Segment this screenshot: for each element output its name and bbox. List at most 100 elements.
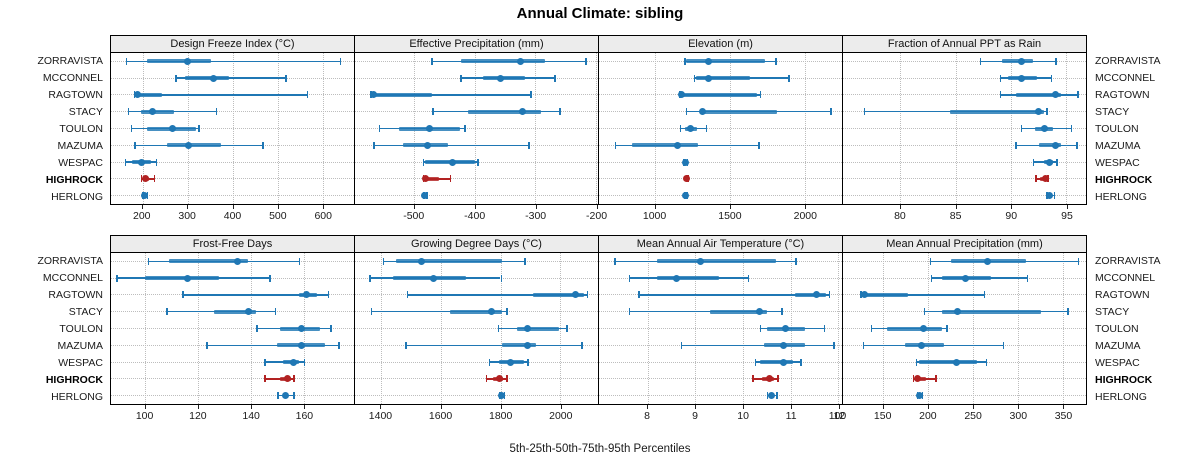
tick-label: 400 — [223, 210, 242, 222]
median-dot — [421, 175, 429, 183]
median-dot — [681, 192, 689, 200]
median-dot — [687, 125, 695, 132]
median-dot — [209, 74, 217, 82]
gridline-h — [843, 328, 1086, 329]
whisker-cap — [477, 158, 479, 166]
tick-label: 200 — [132, 210, 151, 222]
gridline-h — [111, 378, 354, 380]
gridline-v — [232, 53, 234, 204]
gridline-h — [843, 378, 1086, 380]
iqr-band — [919, 360, 978, 365]
whisker-cap — [524, 257, 526, 265]
median-dot — [813, 291, 821, 299]
whisker-cap — [330, 325, 332, 332]
x-axis: 1000 1500 2000 — [598, 205, 843, 229]
tick-mark — [1011, 205, 1013, 209]
whisker-cap — [758, 141, 760, 149]
tick-mark — [1066, 205, 1068, 209]
median-dot — [234, 257, 242, 265]
whisker-cap — [306, 91, 309, 99]
whisker-cap — [776, 392, 778, 400]
whisker-cap — [766, 392, 769, 400]
whisker-cap — [339, 57, 342, 65]
iqr-band — [501, 343, 537, 348]
whisker-line — [370, 94, 531, 96]
tick-label: 200 — [919, 410, 937, 422]
row-label: MCCONNEL — [42, 72, 103, 84]
median-dot — [861, 291, 869, 299]
plot-area — [598, 53, 843, 205]
row-label: MCCONNEL — [1095, 72, 1156, 84]
median-dot — [134, 91, 142, 99]
gridline-h — [843, 94, 1086, 96]
median-dot — [698, 108, 706, 116]
tick-mark — [955, 205, 957, 209]
whisker-cap — [554, 74, 556, 82]
whisker-cap — [828, 291, 831, 299]
whisker-cap — [298, 257, 301, 265]
plot-area — [598, 253, 843, 405]
tick-label: 2000 — [549, 410, 573, 422]
whisker-cap — [464, 125, 466, 132]
gridline-v — [198, 253, 200, 404]
row-label: RAGTOWN — [1095, 89, 1150, 101]
whisker-line — [373, 144, 529, 147]
whisker-cap — [293, 375, 295, 383]
gridline-h — [843, 161, 1086, 163]
whisker-cap — [860, 291, 862, 299]
whisker-cap — [432, 108, 434, 116]
gridline-h — [355, 395, 598, 397]
iqr-band — [1016, 92, 1061, 97]
tick-label: -400 — [464, 210, 486, 222]
median-dot — [1046, 192, 1054, 200]
whisker-cap — [684, 57, 686, 65]
x-axis: 200 300 400 500 600 — [110, 205, 355, 229]
panel-design-freeze-index: Design Freeze Index (°C) 200 300 400 500 600 — [110, 35, 355, 229]
median-dot — [449, 158, 457, 166]
median-dot — [497, 392, 505, 400]
whisker-cap — [206, 341, 208, 349]
gridline-v — [535, 53, 537, 204]
row-label: WESPAC — [1095, 357, 1140, 369]
whisker-cap — [800, 358, 802, 366]
row-label: TOULON — [59, 123, 103, 135]
whisker-cap — [116, 274, 118, 282]
whisker-cap — [747, 274, 750, 282]
row-label: STACY — [68, 306, 103, 318]
row-labels-right: ZORRAVISTA MCCONNEL RAGTOWN STACY TOULON MAZU… — [1087, 253, 1195, 406]
whisker-cap — [488, 358, 491, 366]
whisker-cap — [1020, 125, 1023, 132]
whisker-cap — [497, 325, 500, 332]
iqr-band — [657, 276, 720, 281]
row-label: HERLONG — [51, 391, 103, 403]
whisker-line — [405, 344, 581, 347]
whisker-cap — [1046, 108, 1048, 116]
median-dot — [297, 325, 305, 332]
strip-title: Effective Precipitation (mm) — [354, 35, 599, 53]
whisker-cap — [1026, 274, 1029, 282]
median-dot — [756, 308, 764, 316]
row-label: HIGHROCK — [45, 374, 103, 386]
iqr-band — [140, 109, 174, 114]
iqr-band — [134, 92, 163, 97]
whisker-cap — [373, 141, 375, 149]
whisker-cap — [175, 74, 177, 82]
gridline-v — [695, 253, 697, 404]
iqr-band — [449, 309, 502, 314]
whisker-cap — [999, 74, 1002, 82]
panel-mean-annual-air-temperature: Mean Annual Air Temperature (°C) 8 9 10 11 12 — [598, 235, 845, 429]
whisker-cap — [946, 325, 948, 332]
whisker-cap — [1002, 341, 1005, 349]
panel-growing-degree-days: Growing Degree Days (°C) 1400 1600 1800 2000 — [354, 235, 599, 429]
gridline-v — [742, 253, 744, 404]
gridline-h — [111, 361, 354, 363]
row-label: STACY — [68, 106, 103, 118]
tick-mark — [791, 405, 793, 409]
iqr-band — [396, 259, 502, 264]
gridline-h — [355, 195, 598, 197]
tick-mark — [839, 405, 841, 409]
whisker-cap — [777, 375, 779, 383]
median-dot — [954, 308, 962, 316]
plot-area — [110, 53, 355, 205]
tick-label: 100 — [828, 410, 847, 422]
